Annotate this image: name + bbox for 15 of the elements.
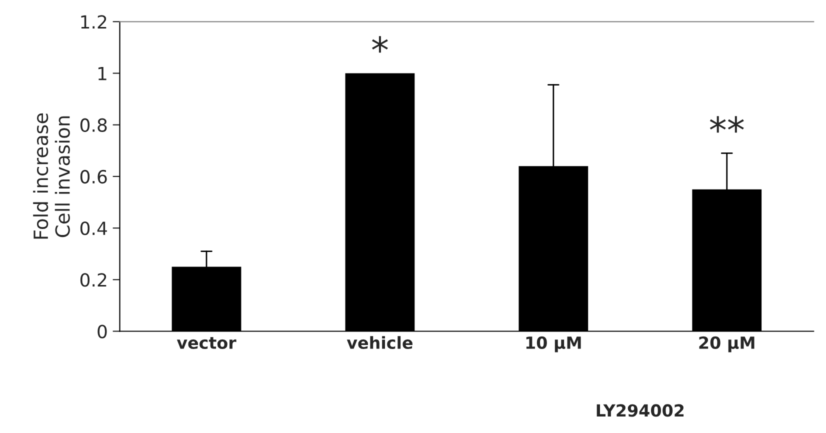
annotation: * [372,36,388,53]
x-tick-label: vector [176,337,236,350]
x-tick-label: 10 µM [526,336,581,352]
x-tick-label: vehicle [346,336,412,350]
text: LY294002 [596,404,684,417]
x-tick-label: 20 µM [699,336,754,352]
y-tick-label: 0.2 [80,273,106,287]
annotation: ** [710,116,744,133]
y-tick-label: 0 [98,324,107,338]
y-tick-label: 0.6 [80,170,107,184]
y-axis-title: Fold increase Cell invasion [33,113,70,239]
y-tick-label: 1 [98,66,106,80]
y-tick-label: 0.4 [80,222,107,236]
y-tick-label: 1.2 [81,15,106,29]
y-tick-label: 0.8 [80,118,107,132]
